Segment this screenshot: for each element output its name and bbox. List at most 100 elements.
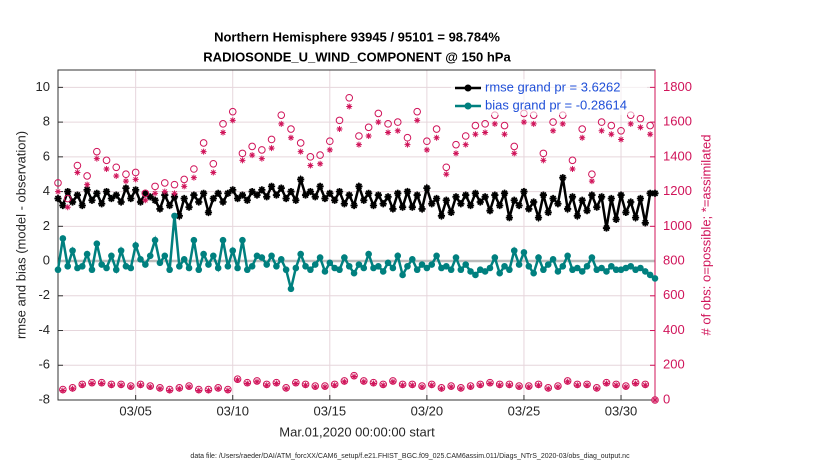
possible-marker <box>549 118 557 126</box>
bias-marker <box>316 254 324 261</box>
possible-marker <box>93 147 101 156</box>
rmse-marker-core <box>594 205 599 210</box>
rmse-marker-core <box>395 191 400 196</box>
possible-marker <box>238 149 247 158</box>
assimilated-marker <box>496 382 503 389</box>
assimilated-marker <box>79 382 86 389</box>
assimilated-marker <box>530 120 537 127</box>
assimilated-marker <box>462 141 469 148</box>
assimilated-marker <box>545 385 552 392</box>
assimilated-marker <box>355 141 362 148</box>
rmse-marker-core <box>410 205 415 210</box>
assimilated-marker <box>574 382 581 389</box>
x-tick-label: 03/30 <box>605 403 638 418</box>
assimilated-marker <box>152 190 159 197</box>
y2-tick-label: 1400 <box>663 148 692 163</box>
rmse-marker-core <box>454 194 458 199</box>
assimilated-marker <box>292 380 299 387</box>
assimilated-marker <box>433 134 440 141</box>
assimilated-marker <box>365 133 372 139</box>
bias-marker <box>384 259 392 267</box>
assimilated-marker <box>404 141 411 148</box>
rmse-marker-core <box>114 193 119 198</box>
rmse-marker-core <box>167 203 172 208</box>
rmse-marker-core <box>589 193 594 198</box>
possible-marker <box>636 114 645 123</box>
rmse-marker-core <box>85 187 90 192</box>
rmse-marker-core <box>206 210 211 215</box>
rmse-marker-core <box>211 196 216 201</box>
bias-marker <box>326 259 334 267</box>
bias-marker <box>641 268 649 275</box>
possible-marker <box>471 121 480 130</box>
footer: data file: /Users/raeder/DAI/ATM_forcXX/… <box>190 453 630 460</box>
assimilated-marker <box>84 181 91 188</box>
possible-marker <box>403 133 412 142</box>
x-tick-label: 03/10 <box>216 403 249 418</box>
possible-marker <box>63 194 72 203</box>
rmse-marker-core <box>381 201 386 206</box>
rmse-marker-core <box>157 206 162 211</box>
assimilated-marker <box>593 385 600 392</box>
assimilated-marker <box>375 119 382 126</box>
bias-marker <box>93 240 101 247</box>
bias-marker <box>234 264 241 272</box>
assimilated-marker <box>166 387 173 394</box>
bias-marker <box>612 266 620 274</box>
rmse-marker-core <box>216 191 221 196</box>
bias-marker <box>608 262 615 270</box>
rmse-marker-core <box>551 196 556 201</box>
assimilated-marker <box>540 157 547 164</box>
possible-marker <box>219 120 227 128</box>
assimilated-marker <box>506 382 513 389</box>
bias-marker <box>360 264 368 272</box>
bias-marker <box>176 262 183 270</box>
bias-marker <box>88 266 96 274</box>
bias-marker <box>311 261 319 268</box>
rmse-marker-core <box>648 191 653 196</box>
bias-marker <box>535 254 542 261</box>
y2-tick-label: 1200 <box>663 183 692 198</box>
rmse-marker-core <box>371 203 376 208</box>
bias-marker <box>243 266 251 274</box>
assimilated-marker <box>608 131 615 138</box>
assimilated-marker <box>618 136 625 143</box>
rmse-marker-core <box>148 194 153 199</box>
assimilated-marker <box>103 166 110 172</box>
bias-marker <box>355 261 363 268</box>
bias-marker <box>127 264 135 272</box>
assimilated-marker <box>632 380 639 387</box>
possible-marker <box>607 121 616 130</box>
rmse-marker-core <box>250 189 255 194</box>
bias-marker <box>336 266 343 274</box>
rmse-marker-core <box>342 201 347 206</box>
assimilated-marker <box>588 178 595 185</box>
bias-marker <box>224 262 232 270</box>
assimilated-marker <box>234 377 241 384</box>
bias-marker <box>287 285 295 293</box>
rmse-marker-core <box>366 191 371 196</box>
assimilated-marker <box>385 129 392 136</box>
rmse-marker-core <box>332 198 337 203</box>
rmse-marker-core <box>123 186 128 191</box>
bias-marker <box>156 259 164 267</box>
possible-marker <box>180 175 188 184</box>
assimilated-marker <box>113 172 120 179</box>
rmse-marker-core <box>521 189 526 194</box>
bias-marker <box>171 212 178 220</box>
rmse-marker-core <box>187 205 192 210</box>
assimilated-marker <box>428 382 435 389</box>
rmse-marker-core <box>643 220 648 225</box>
possible-marker <box>510 142 519 151</box>
assimilated-marker <box>186 383 193 390</box>
assimilated-marker <box>156 385 163 392</box>
rmse-marker-core <box>473 191 478 196</box>
rmse-marker-core <box>274 193 279 198</box>
assimilated-marker <box>642 382 649 389</box>
legend: rmse grand pr = 3.6262 bias grand pr = -0… <box>451 79 647 115</box>
assimilated-marker <box>210 169 217 176</box>
assimilated-marker <box>637 124 644 131</box>
bias-marker <box>413 266 421 274</box>
possible-marker <box>393 118 402 126</box>
bias-marker <box>510 247 518 254</box>
